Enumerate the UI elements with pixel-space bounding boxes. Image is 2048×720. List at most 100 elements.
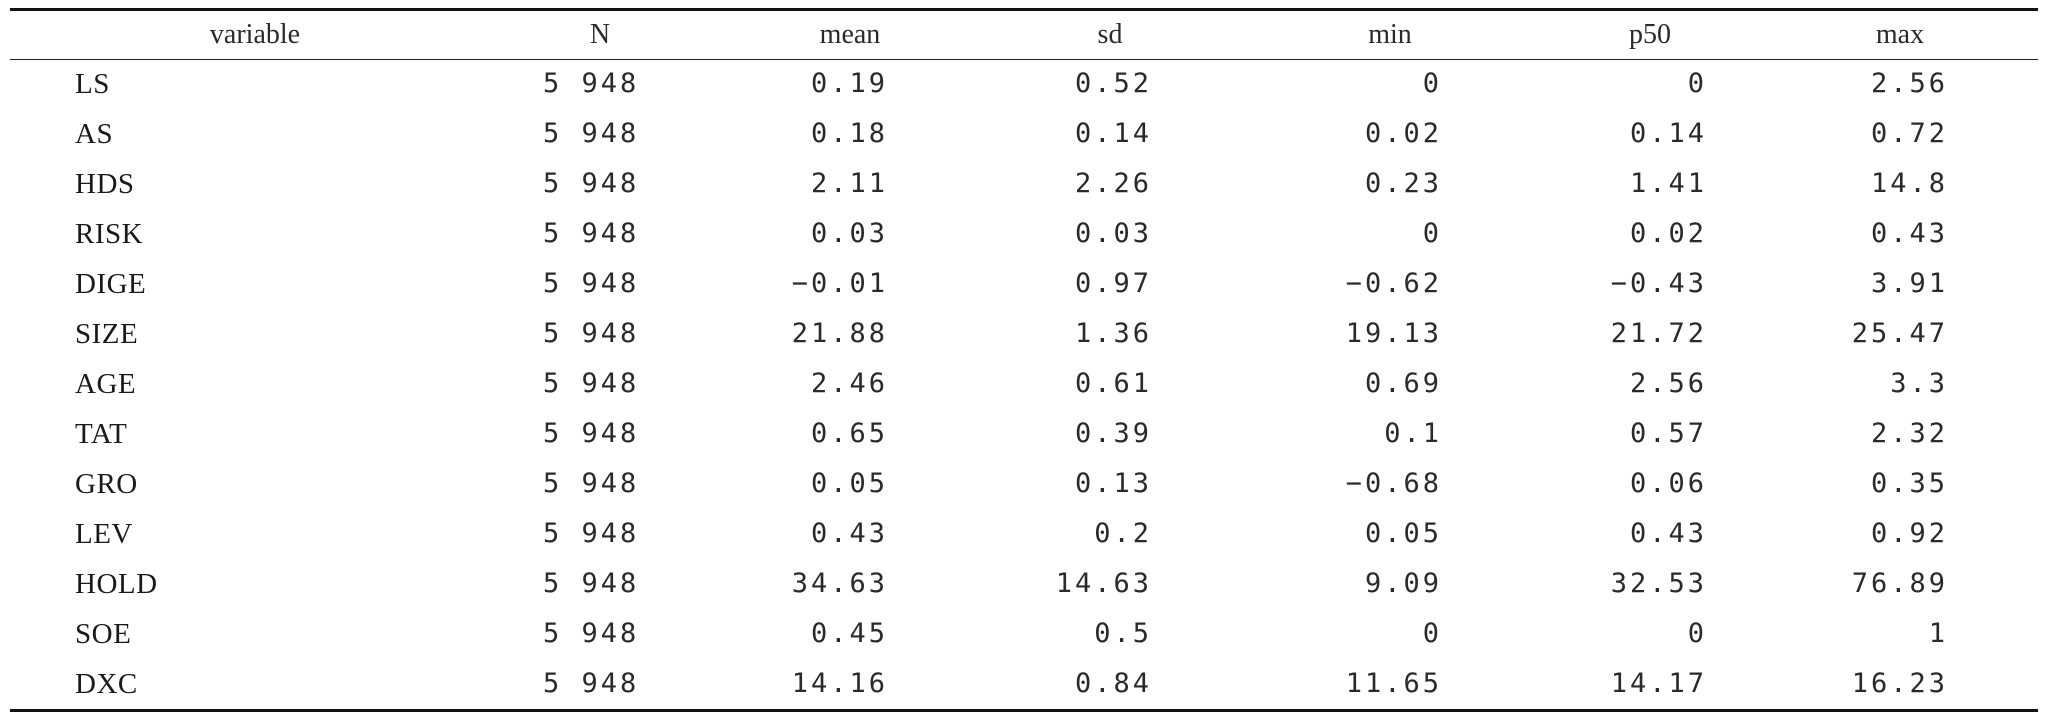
cell-mean: 0.05 [810,468,888,499]
cell-mean: 21.88 [791,318,888,349]
cell-p50: 2.56 [1629,368,1707,399]
cell-min: 0.05 [1364,518,1442,549]
table-header-row: variable N mean sd min p50 max [10,11,2038,60]
cell-max: 0.35 [1870,468,1948,499]
cell-p50: 14.17 [1610,668,1707,699]
cell-n: 5 948 [543,68,640,99]
header-sd: sd [1097,19,1123,50]
cell-min: 9.09 [1364,568,1442,599]
cell-p50: 0 [1687,68,1707,99]
cell-mean: 2.11 [810,168,888,199]
cell-sd: 0.5 [1094,618,1152,649]
table-row: HDS 5 948 2.11 2.26 0.23 1.41 14.8 [10,159,2038,209]
cell-n: 5 948 [543,118,640,149]
header-max: max [1875,19,1925,50]
cell-mean: −0.01 [791,268,888,299]
cell-sd: 0.97 [1074,268,1152,299]
header-p50: p50 [1629,19,1671,50]
cell-p50: 0.57 [1629,418,1707,449]
cell-min: −0.62 [1345,268,1442,299]
cell-mean: 0.43 [810,518,888,549]
cell-max: 0.72 [1870,118,1948,149]
table-row: SOE 5 948 0.45 0.5 0 0 1 [10,609,2038,659]
table-row: TAT 5 948 0.65 0.39 0.1 0.57 2.32 [10,409,2038,459]
cell-max: 2.32 [1870,418,1948,449]
cell-min: 0.23 [1364,168,1442,199]
cell-n: 5 948 [543,668,640,699]
cell-variable: AGE [75,368,137,400]
cell-p50: 21.72 [1610,318,1707,349]
cell-variable: GRO [75,468,138,500]
cell-min: 11.65 [1345,668,1442,699]
cell-max: 14.8 [1870,168,1948,199]
cell-p50: 32.53 [1610,568,1707,599]
table-row: LS 5 948 0.19 0.52 0 0 2.56 [10,59,2038,109]
cell-max: 3.91 [1870,268,1948,299]
cell-sd: 0.39 [1074,418,1152,449]
cell-mean: 2.46 [810,368,888,399]
cell-n: 5 948 [543,168,640,199]
cell-variable: SIZE [75,318,139,350]
cell-n: 5 948 [543,468,640,499]
header-min: min [1368,19,1412,50]
header-mean: mean [819,19,881,50]
descriptive-statistics-table: variable N mean sd min p50 max LS 5 948 0.… [10,8,2038,712]
cell-max: 0.92 [1870,518,1948,549]
cell-mean: 14.16 [791,668,888,699]
table-row: GRO 5 948 0.05 0.13 −0.68 0.06 0.35 [10,459,2038,509]
cell-variable: LEV [75,518,133,550]
cell-n: 5 948 [543,318,640,349]
table-row: HOLD 5 948 34.63 14.63 9.09 32.53 76.89 [10,559,2038,609]
cell-sd: 0.14 [1074,118,1152,149]
cell-sd: 0.52 [1074,68,1152,99]
cell-min: 0.02 [1364,118,1442,149]
cell-variable: RISK [75,218,144,250]
cell-max: 25.47 [1851,318,1948,349]
cell-min: 19.13 [1345,318,1442,349]
cell-variable: HDS [75,168,135,200]
cell-mean: 0.03 [810,218,888,249]
table-row: LEV 5 948 0.43 0.2 0.05 0.43 0.92 [10,509,2038,559]
cell-min: 0 [1422,68,1442,99]
cell-min: 0.69 [1364,368,1442,399]
cell-mean: 0.45 [810,618,888,649]
cell-p50: 0.02 [1629,218,1707,249]
cell-max: 0.43 [1870,218,1948,249]
table-row: SIZE 5 948 21.88 1.36 19.13 21.72 25.47 [10,309,2038,359]
cell-variable: DXC [75,668,138,700]
cell-variable: TAT [75,418,128,450]
cell-p50: 1.41 [1629,168,1707,199]
cell-mean: 0.18 [810,118,888,149]
table-row: DXC 5 948 14.16 0.84 11.65 14.17 16.23 [10,659,2038,709]
header-n: N [589,19,611,50]
cell-p50: 0.06 [1629,468,1707,499]
cell-n: 5 948 [543,518,640,549]
cell-min: 0.1 [1384,418,1442,449]
cell-mean: 34.63 [791,568,888,599]
cell-n: 5 948 [543,268,640,299]
cell-sd: 1.36 [1074,318,1152,349]
cell-n: 5 948 [543,568,640,599]
cell-max: 76.89 [1851,568,1948,599]
cell-sd: 0.03 [1074,218,1152,249]
cell-mean: 0.65 [810,418,888,449]
header-variable: variable [209,19,301,50]
cell-n: 5 948 [543,218,640,249]
cell-sd: 0.2 [1094,518,1152,549]
cell-variable: SOE [75,618,132,650]
cell-min: 0 [1422,618,1442,649]
cell-min: 0 [1422,218,1442,249]
cell-sd: 0.61 [1074,368,1152,399]
cell-variable: HOLD [75,568,158,600]
table-row: AGE 5 948 2.46 0.61 0.69 2.56 3.3 [10,359,2038,409]
cell-n: 5 948 [543,618,640,649]
cell-variable: DIGE [75,268,147,300]
cell-mean: 0.19 [810,68,888,99]
cell-sd: 14.63 [1055,568,1152,599]
cell-sd: 0.13 [1074,468,1152,499]
cell-max: 1 [1928,618,1948,649]
table-row: DIGE 5 948 −0.01 0.97 −0.62 −0.43 3.91 [10,259,2038,309]
cell-max: 2.56 [1870,68,1948,99]
cell-n: 5 948 [543,368,640,399]
cell-p50: 0.14 [1629,118,1707,149]
